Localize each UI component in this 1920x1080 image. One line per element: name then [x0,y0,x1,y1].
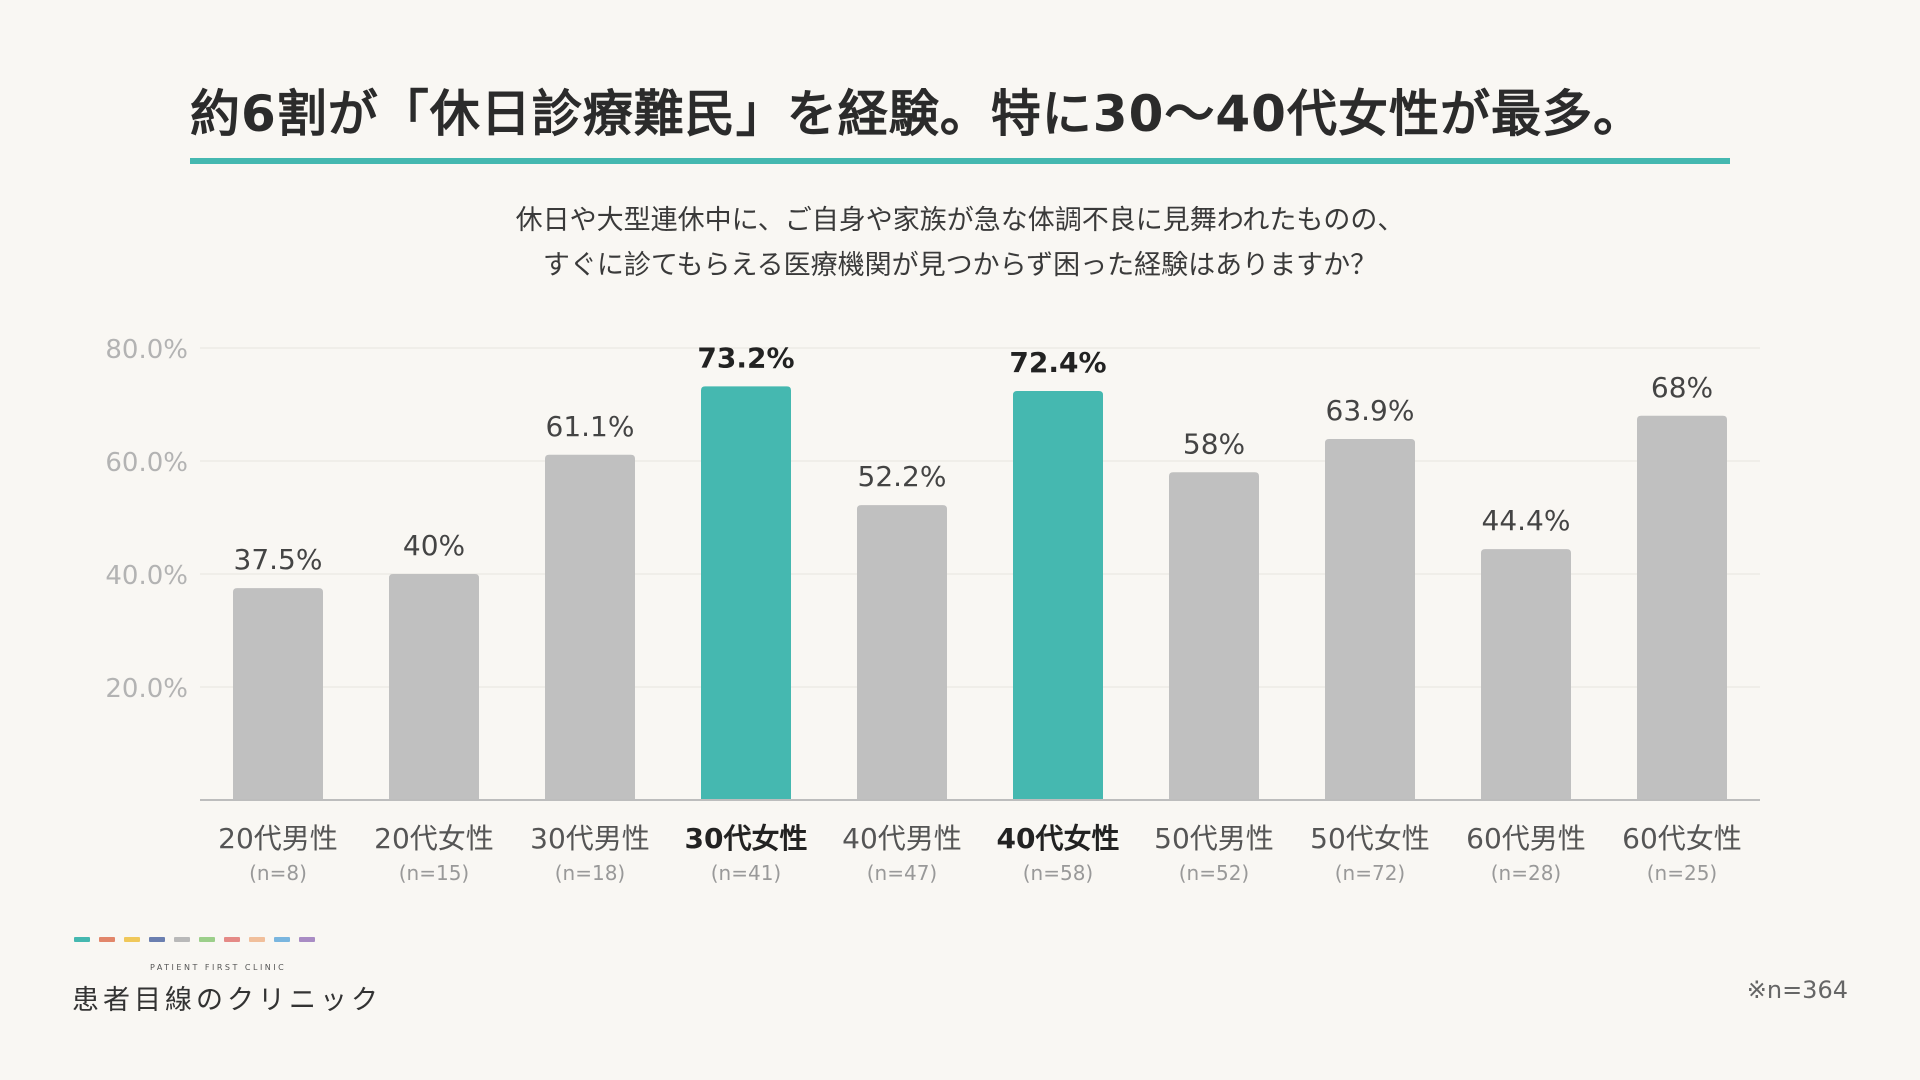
x-sample-size-label: (n=28) [1491,861,1562,885]
bar [545,454,635,800]
x-sample-size-label: (n=18) [555,861,626,885]
y-tick-label: 20.0% [105,674,188,704]
x-sample-size-label: (n=72) [1335,861,1406,885]
sample-size-footnote: ※n=364 [1746,976,1848,1004]
bar [1637,415,1727,800]
brand-logo-text: 患者目線のクリニック [72,985,382,1016]
brand-dash-1 [74,937,90,942]
x-category-label: 60代女性 [1622,822,1742,855]
bar-value-label: 44.4% [1482,504,1571,537]
y-tick-label: 80.0% [105,335,188,365]
brand-dash-2 [99,937,115,942]
question-line-2: すぐに診てもらえる医療機関が見つからず困った経験はありますか？ [542,250,1378,281]
bar-value-label: 61.1% [546,410,635,443]
x-sample-size-label: (n=41) [711,861,782,885]
y-tick-label: 60.0% [105,448,188,478]
bar-value-label: 58% [1183,427,1245,460]
brand-dash-4 [149,937,165,942]
brand-dash-5 [174,937,190,942]
x-sample-size-label: (n=47) [867,861,938,885]
brand-color-dashes [74,937,315,942]
bar [389,574,479,800]
brand-dash-6 [199,937,215,942]
x-category-label: 30代男性 [530,822,650,855]
y-tick-label: 40.0% [105,561,188,591]
x-category-label: 50代男性 [1154,822,1274,855]
bar [857,505,947,800]
x-sample-size-label: (n=58) [1023,861,1094,885]
chart-title: 約6割が「休日診療難民」を経験。特に30〜40代女性が最多。 [190,85,1644,143]
bar [1481,549,1571,800]
x-category-label: 40代男性 [842,822,962,855]
bar [1013,390,1103,800]
brand-dash-8 [249,937,265,942]
bar-value-label: 52.2% [858,460,947,493]
brand-dash-10 [299,937,315,942]
bar [1325,438,1415,800]
brand-dash-3 [124,937,140,942]
question-line-1: 休日や大型連休中に、ご自身や家族が急な体調不良に見舞われたものの、 [515,205,1405,236]
x-sample-size-label: (n=15) [399,861,470,885]
x-category-label: 20代女性 [374,822,494,855]
bar [233,588,323,800]
x-sample-size-label: (n=52) [1179,861,1250,885]
title-underline [190,158,1730,164]
x-category-label: 20代男性 [218,822,338,855]
bar [701,386,791,800]
survey-question: 休日や大型連休中に、ご自身や家族が急な体調不良に見舞われたものの、 すぐに診ても… [0,198,1920,288]
bar [1169,472,1259,800]
bar-value-label: 73.2% [697,341,794,374]
brand-subtitle: PATIENT FIRST CLINIC [150,963,287,972]
x-category-label: 60代男性 [1466,822,1586,855]
bar-value-label: 40% [403,529,465,562]
x-category-label: 50代女性 [1310,822,1430,855]
x-sample-size-label: (n=25) [1647,861,1718,885]
bar-value-label: 37.5% [234,543,323,576]
bar-value-label: 68% [1651,371,1713,404]
x-category-label: 30代女性 [685,822,808,855]
x-sample-size-label: (n=8) [249,861,307,885]
brand-dash-7 [224,937,240,942]
x-category-label: 40代女性 [997,822,1120,855]
brand-dash-9 [274,937,290,942]
bar-value-label: 72.4% [1009,346,1106,379]
bar-value-label: 63.9% [1326,394,1415,427]
